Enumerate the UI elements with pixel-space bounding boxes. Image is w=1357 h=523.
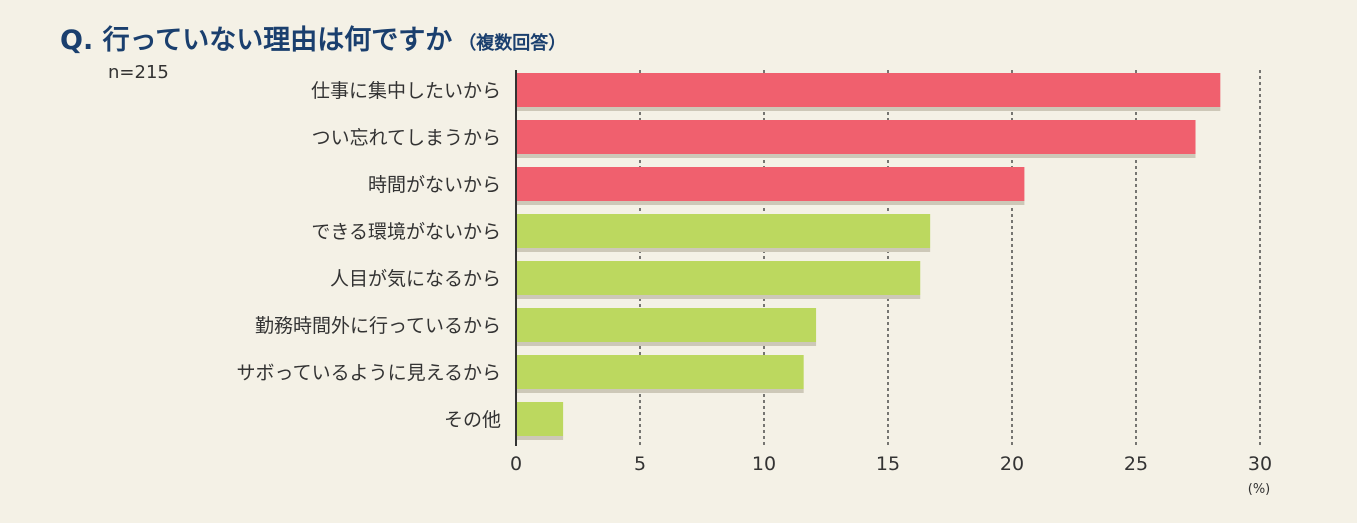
x-tick-label: 0 <box>510 453 522 475</box>
x-axis-unit: (%) <box>1248 482 1271 497</box>
x-tick-label: 5 <box>634 453 646 475</box>
x-axis-ticks: 0 5 10 15 20 25 30 <box>510 453 1272 475</box>
bar <box>516 167 1025 201</box>
bar-shadow <box>516 107 1221 111</box>
x-tick-label: 30 <box>1248 453 1272 475</box>
bar <box>516 355 804 389</box>
category-label: つい忘れてしまうから <box>312 127 501 149</box>
bar <box>516 402 564 436</box>
category-label: サボっているように見えるから <box>237 362 501 384</box>
bar-shadow <box>516 436 564 440</box>
bar-shadow <box>516 295 921 299</box>
chart-title-sub: （複数回答） <box>458 33 567 54</box>
bars <box>516 73 1221 440</box>
bar <box>516 261 921 295</box>
bar <box>516 214 931 248</box>
category-label: その他 <box>444 409 501 431</box>
category-label: 勤務時間外に行っているから <box>255 315 501 337</box>
bar-shadow <box>516 201 1025 205</box>
bar <box>516 308 817 342</box>
x-tick-label: 20 <box>1000 453 1024 475</box>
sample-size-label: n=215 <box>108 62 169 83</box>
category-label: できる環境がないから <box>311 221 501 243</box>
x-tick-label: 25 <box>1124 453 1148 475</box>
category-labels: 仕事に集中したいからつい忘れてしまうから時間がないからできる環境がないから人目が… <box>237 80 501 431</box>
bar <box>516 73 1221 107</box>
chart-title-main: Q. 行っていない理由は何ですか <box>60 25 453 56</box>
x-tick-label: 10 <box>752 453 776 475</box>
bar <box>516 120 1196 154</box>
bar-shadow <box>516 154 1196 158</box>
bar-shadow <box>516 342 817 346</box>
category-label: 仕事に集中したいから <box>311 80 501 102</box>
category-label: 人目が気になるから <box>330 268 501 290</box>
chart-title: Q. 行っていない理由は何ですか （複数回答） <box>60 18 566 57</box>
x-tick-label: 15 <box>876 453 900 475</box>
bar-shadow <box>516 248 931 252</box>
bar-shadow <box>516 389 804 393</box>
category-label: 時間がないから <box>368 174 501 196</box>
